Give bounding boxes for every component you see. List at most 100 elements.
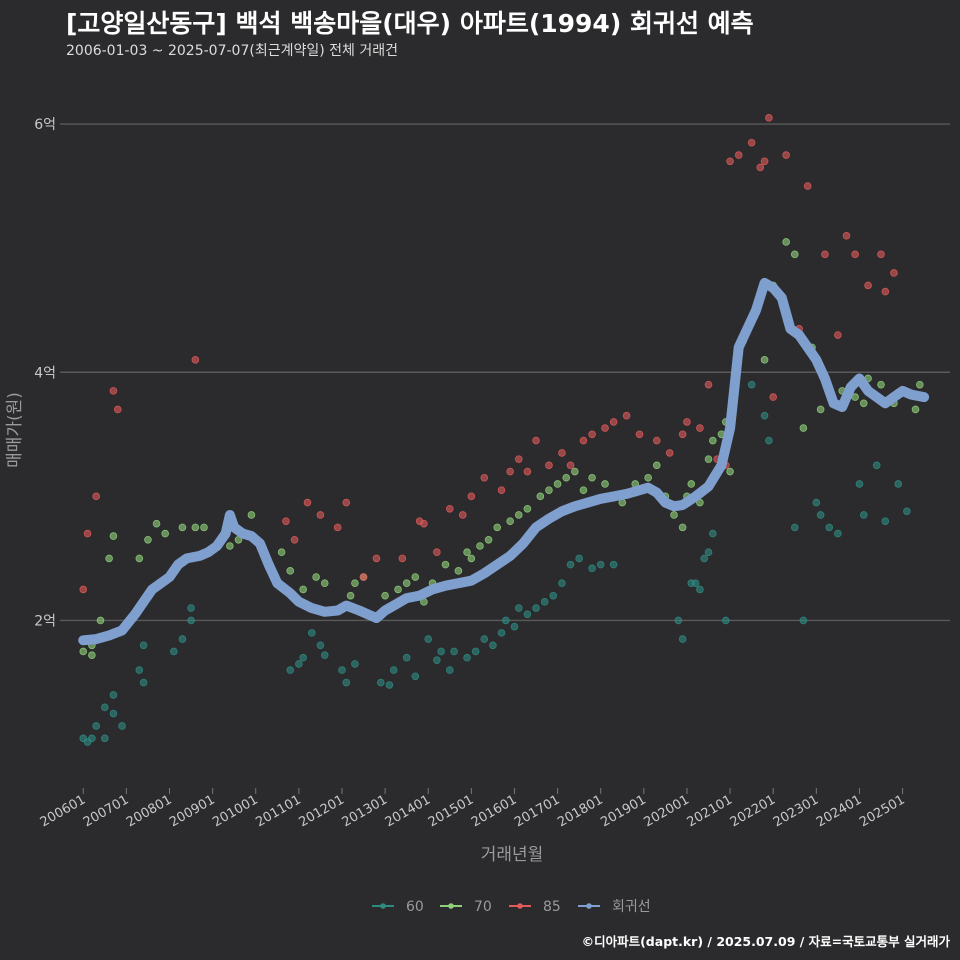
data-point-70	[601, 480, 609, 488]
data-point-85	[113, 405, 122, 414]
data-point-70	[911, 405, 920, 414]
data-point-70	[877, 380, 885, 389]
data-point-85	[398, 554, 407, 563]
x-tick-label: 201701	[512, 792, 562, 830]
data-point-60	[376, 678, 385, 687]
data-point-70	[105, 554, 113, 563]
data-point-70	[536, 492, 545, 501]
data-point-85	[558, 449, 566, 457]
data-point-60	[696, 585, 704, 594]
data-point-60	[609, 560, 618, 569]
data-point-70	[200, 523, 208, 532]
data-point-60	[872, 461, 881, 470]
data-point-70	[493, 523, 502, 532]
data-point-85	[782, 151, 790, 159]
x-tick-label: 201301	[340, 792, 390, 830]
data-point-60	[855, 480, 864, 488]
data-point-70	[704, 455, 713, 463]
data-point-60	[549, 591, 558, 600]
data-point-70	[394, 585, 402, 594]
x-tick-label: 201501	[426, 792, 476, 830]
data-point-70	[799, 424, 808, 432]
data-point-70	[476, 542, 484, 550]
x-tick-label: 200801	[124, 792, 174, 830]
x-tick-label: 201901	[598, 792, 648, 830]
data-point-60	[101, 734, 109, 743]
data-point-60	[92, 722, 100, 730]
data-point-60	[170, 647, 178, 656]
y-tick-label: 4억	[34, 365, 56, 381]
data-point-70	[644, 473, 652, 482]
y-tick-label: 2억	[34, 613, 56, 629]
data-point-60	[286, 666, 295, 674]
data-point-70	[859, 399, 868, 408]
data-point-70	[571, 467, 579, 476]
data-point-70	[346, 591, 355, 600]
data-point-60	[424, 635, 433, 643]
data-point-70	[402, 579, 411, 588]
data-point-60	[812, 498, 821, 507]
data-point-60	[799, 616, 808, 625]
data-point-70	[79, 647, 88, 656]
data-point-70	[523, 504, 532, 513]
data-point-85	[881, 287, 890, 296]
data-point-70	[161, 529, 169, 538]
data-point-60	[510, 622, 519, 631]
data-point-60	[187, 616, 195, 625]
data-point-70	[226, 542, 234, 550]
data-point-85	[433, 548, 441, 557]
data-point-85	[652, 436, 661, 445]
data-point-60	[691, 579, 700, 588]
data-point-70	[782, 238, 790, 246]
data-point-70	[506, 517, 514, 525]
data-point-85	[458, 511, 467, 519]
data-point-85	[316, 511, 325, 519]
chart-subtitle: 2006-01-03 ~ 2025-07-07(최근계약일) 전체 거래건	[66, 43, 398, 59]
data-point-70	[484, 535, 493, 544]
legend-marker-70	[448, 903, 454, 909]
data-point-85	[683, 418, 691, 426]
data-point-70	[135, 554, 144, 563]
data-point-60	[450, 647, 458, 656]
data-point-85	[890, 269, 898, 277]
data-point-60	[894, 480, 903, 488]
data-point-60	[295, 660, 303, 668]
legend-marker-회귀선	[586, 903, 592, 909]
source-caption: ©디아파트(dapt.kr) / 2025.07.09 / 자료=국토교통부 실…	[581, 934, 950, 949]
data-point-85	[877, 250, 885, 259]
data-point-85	[480, 473, 489, 482]
data-point-70	[144, 535, 152, 544]
data-point-85	[734, 151, 743, 159]
data-point-60	[139, 641, 148, 650]
data-point-60	[135, 666, 144, 674]
data-point-85	[342, 498, 351, 507]
chart-title: [고양일산동구] 백석 백송마을(대우) 아파트(1994) 회귀선 예측	[66, 9, 754, 38]
data-point-85	[92, 492, 100, 501]
data-point-70	[299, 585, 307, 594]
data-point-85	[333, 523, 342, 532]
data-point-70	[109, 532, 118, 540]
y-tick-label: 6억	[34, 117, 56, 133]
data-point-60	[903, 507, 911, 516]
data-point-70	[709, 436, 717, 445]
x-tick-label: 202001	[641, 792, 691, 830]
data-point-85	[588, 430, 596, 439]
data-point-60	[433, 656, 441, 664]
data-point-70	[467, 554, 476, 563]
data-point-85	[665, 449, 674, 457]
x-tick-label: 202101	[685, 792, 735, 830]
legend-label-회귀선: 회귀선	[612, 899, 651, 915]
x-tick-label: 202501	[857, 792, 907, 830]
data-point-60	[320, 651, 329, 660]
data-point-70	[88, 651, 96, 660]
data-point-85	[726, 157, 734, 166]
data-point-70	[545, 486, 553, 494]
data-point-60	[721, 616, 730, 625]
data-point-60	[859, 511, 868, 519]
x-tick-label: 200601	[38, 792, 88, 830]
data-point-60	[575, 554, 583, 563]
data-point-60	[834, 529, 842, 538]
data-point-70	[454, 567, 463, 575]
data-point-60	[178, 635, 187, 643]
data-point-60	[316, 641, 325, 650]
